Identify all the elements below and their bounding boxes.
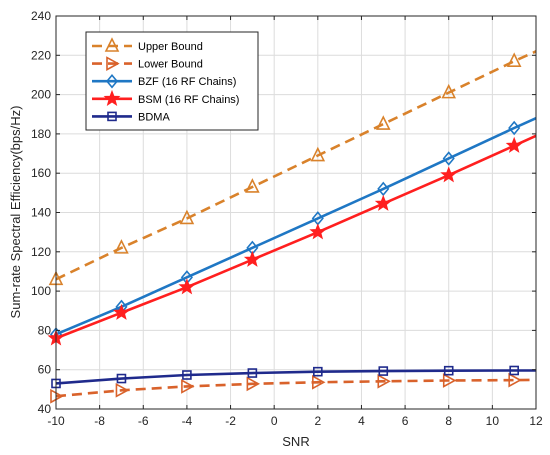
legend-marker [104,37,120,52]
legend-label: BDMA [138,111,170,123]
legend-marker [107,111,117,122]
series-line [55,116,537,336]
data-point [508,372,522,388]
data-point [115,382,130,398]
legend-item: Upper Bound [92,37,203,53]
data-point [374,194,392,211]
data-point [505,136,523,153]
series-2 [50,372,537,404]
data-point [247,368,258,378]
data-point [509,365,519,376]
data-point [309,223,327,240]
series-5 [51,365,536,389]
y-tick-label: 100 [31,284,51,298]
series-group [47,50,537,404]
legend-label: Upper Bound [138,41,203,53]
data-point [114,239,129,254]
data-point [313,366,323,377]
data-point [378,366,389,376]
data-point [441,83,457,99]
data-point [377,373,391,389]
data-point [116,373,127,384]
x-tick-label: -4 [182,414,193,428]
series-line [55,50,537,281]
y-tick-label: 240 [31,9,51,23]
series-line [55,369,536,385]
y-tick-label: 40 [38,402,52,416]
legend-item: BDMA [92,111,170,123]
x-tick-label: 2 [314,414,321,428]
legend: Upper Bound Lower Bound BZF (16 RF Chains)… [85,31,259,131]
data-point [440,166,458,183]
legend-item: BZF (16 RF Chains) [92,73,236,89]
legend-label: BZF (16 RF Chains) [138,76,236,88]
x-tick-label: -8 [94,414,105,428]
x-tick-label: 4 [358,414,365,428]
data-point [310,146,326,162]
data-point [182,370,192,380]
y-tick-label: 200 [31,88,51,102]
legend-item: Lower Bound [92,56,203,71]
legend-item: BSM (16 RF Chains) [92,89,239,107]
y-tick-label: 160 [31,166,51,180]
data-point [245,178,260,193]
x-axis-label: SNR [282,434,309,449]
x-tick-label: -10 [47,414,65,428]
legend-label: Lower Bound [138,59,203,71]
x-tick-label: 8 [445,414,452,428]
data-point [443,365,454,376]
x-tick-label: 10 [486,414,500,428]
ticks: -10 -8 -6 -4 -2 0 2 4 6 8 10 12 40 60 80 100 120 140 160 18… [31,9,543,428]
series-1 [48,50,537,286]
data-point [375,115,391,130]
legend-marker [105,73,119,89]
series-line [55,378,537,398]
data-point [112,303,130,320]
y-axis-label: Sum-rate Spectral Efficiency(bps/Hz) [8,106,23,319]
legend-marker [103,89,121,107]
y-tick-label: 60 [38,363,52,377]
data-point [243,250,261,267]
data-point [442,373,457,388]
x-tick-label: 12 [529,414,543,428]
data-point [181,379,195,394]
series-4 [47,134,537,346]
data-point [179,209,195,225]
y-tick-label: 220 [31,48,51,62]
legend-label: BSM (16 RF Chains) [138,94,239,106]
y-tick-label: 180 [31,127,51,141]
data-point [508,120,521,136]
y-tick-label: 80 [38,323,52,337]
data-point [246,376,261,392]
y-tick-label: 120 [31,245,51,259]
x-tick-label: -6 [138,414,149,428]
data-point [506,52,522,67]
data-point [442,151,455,166]
x-tick-label: -2 [225,414,236,428]
data-point [312,374,326,390]
y-tick-label: 140 [31,206,51,220]
legend-marker [106,56,120,71]
x-tick-label: 6 [402,414,409,428]
data-point [178,278,196,295]
x-tick-label: 0 [271,414,278,428]
